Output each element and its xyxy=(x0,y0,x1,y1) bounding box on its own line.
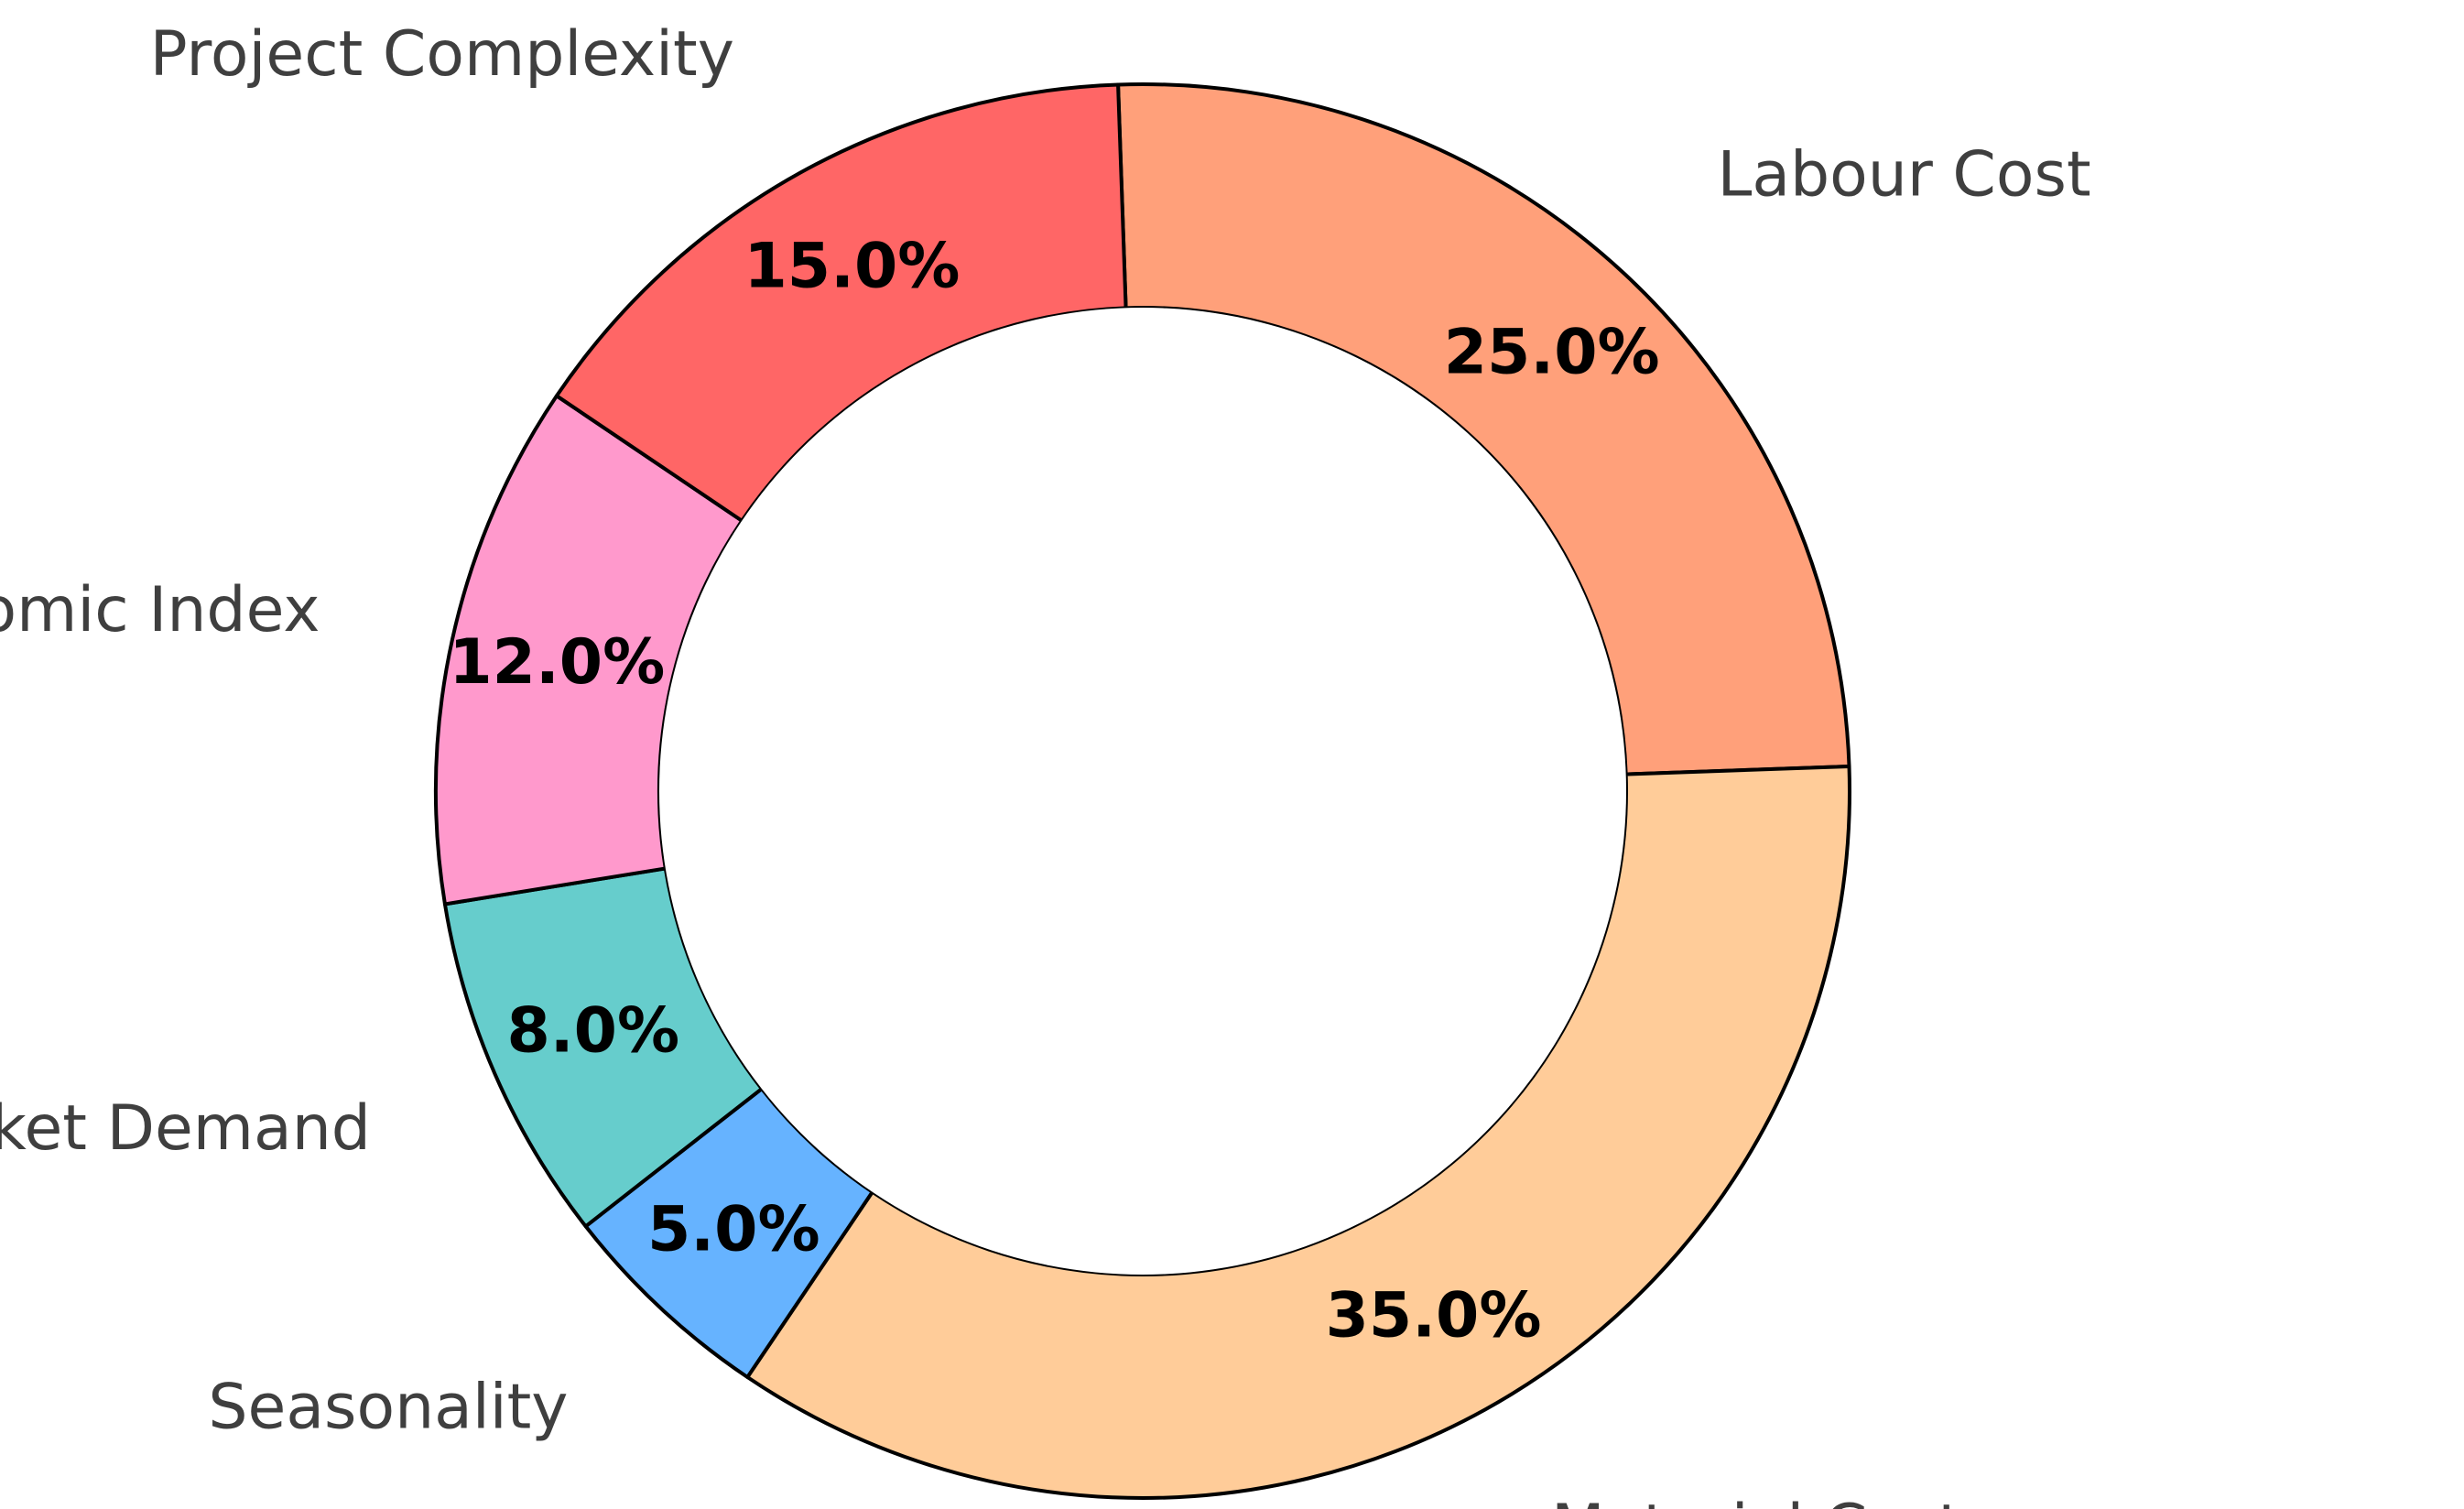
percent-label-market-demand: 8.0% xyxy=(506,995,679,1068)
percent-label-project-complexity: 15.0% xyxy=(744,231,960,303)
percent-label-seasonality: 5.0% xyxy=(647,1194,820,1266)
percent-labels-layer: 25.0% 35.0% 5.0% 8.0% 12.0% 15.0% xyxy=(449,231,1659,1352)
category-label-material-cost: Material Cost xyxy=(1551,1492,1962,1509)
donut-center-hole xyxy=(659,308,1626,1275)
percent-label-material-cost: 35.0% xyxy=(1326,1279,1542,1352)
category-label-seasonality: Seasonality xyxy=(208,1371,568,1443)
category-label-project-complexity: Project Complexity xyxy=(150,18,734,91)
percent-label-economic-index: 12.0% xyxy=(449,626,665,699)
category-labels-layer: Labour Cost Material Cost Seasonality Marke… xyxy=(0,18,2091,1509)
category-label-market-demand: Market Demand xyxy=(0,1092,371,1165)
category-label-economic-index: Economic Index xyxy=(0,574,320,646)
percent-label-labour-cost: 25.0% xyxy=(1444,316,1660,388)
slices-layer xyxy=(434,82,1851,1501)
category-label-labour-cost: Labour Cost xyxy=(1717,139,2090,212)
